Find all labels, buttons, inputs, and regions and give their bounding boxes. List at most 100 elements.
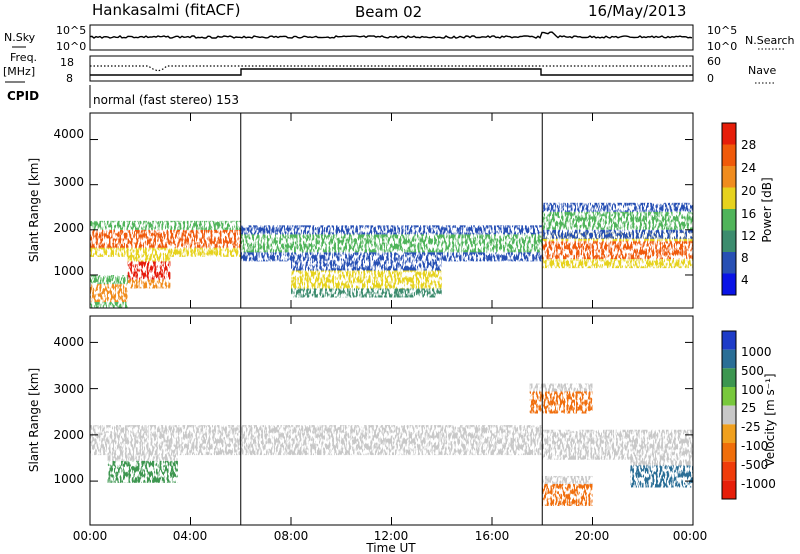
velocity-echo-band [107, 460, 178, 483]
velocity-echo-band [529, 391, 593, 414]
power-cbar-tick-28: 28 [741, 138, 756, 152]
power-echo-band [90, 284, 128, 303]
velocity-echo-fringe [542, 475, 593, 484]
power-echo-fringe [291, 261, 442, 271]
power-echo-band [90, 229, 241, 248]
xtick-24: 00:00 [673, 529, 708, 543]
velocity-echo-layer [90, 383, 693, 506]
beam-title: Beam 02 [355, 3, 422, 21]
velocity-ylabel: Slant Range [km] [27, 368, 41, 472]
power-echo-band [127, 261, 171, 280]
frequency-label: Freq. [10, 51, 37, 64]
velocity-echo-fringe [630, 457, 693, 466]
noise-scale-bottom-left: 10^0 [56, 40, 86, 53]
power-ytick-3000: 3000 [53, 175, 84, 189]
velocity-echo-band [542, 483, 593, 506]
frequency-trace [90, 68, 693, 76]
cpid-label: CPID [7, 89, 39, 103]
colorbar-cell [722, 144, 736, 166]
power-cbar-tick-12: 12 [741, 229, 756, 243]
colorbar-cell [722, 368, 736, 387]
velocity-cbar-label: Velocity [m s⁻¹] [763, 373, 777, 466]
xtick-04: 04:00 [173, 529, 208, 543]
power-echo-band [542, 211, 693, 230]
power-cbar-tick-8: 8 [741, 251, 749, 265]
noise-scale-top-right: 10^5 [707, 24, 737, 37]
noise-scale-top-left: 10^5 [56, 24, 86, 37]
colorbar-cell [722, 461, 736, 481]
time-axis-ticks [89, 113, 694, 525]
power-echo-fringe [127, 279, 171, 289]
power-echo-fringe [90, 275, 128, 285]
power-echo-fringe [542, 229, 693, 239]
colorbar-cell [722, 387, 736, 406]
power-echo-layer [90, 202, 693, 308]
cpid-text: normal (fast stereo) 153 [93, 93, 239, 107]
noise-scale-bottom-right: 10^0 [707, 40, 737, 53]
power-echo-fringe [90, 247, 241, 257]
frequency-unit-label: [MHz] [3, 65, 35, 78]
velocity-echo-band [90, 433, 543, 456]
power-ytick-1000: 1000 [53, 264, 84, 278]
power-echo-band [291, 270, 442, 289]
noise-search-label: N.Search [745, 34, 795, 47]
velocity-ytick-2000: 2000 [53, 428, 84, 442]
cpid-panel: CPID normal (fast stereo) 153 [7, 85, 239, 108]
colorbar-cell [722, 123, 736, 145]
velocity-y-ticks [90, 341, 693, 482]
velocity-cbar-tick-500: 500 [741, 364, 764, 378]
frequency-tick-18: 18 [60, 56, 74, 69]
power-colorbar [721, 122, 737, 296]
colorbar-cell [722, 187, 736, 209]
power-ylabel: Slant Range [km] [27, 158, 41, 262]
time-axis-label: Time UT [365, 541, 416, 554]
nave-label: Nave [748, 64, 776, 77]
noise-panel: N.Sky 10^5 10^0 10^5 10^0 N.Search [4, 24, 795, 53]
velocity-ytick-1000: 1000 [53, 472, 84, 486]
power-echo-fringe [127, 252, 171, 262]
velocity-cbar-tick-1000: 1000 [741, 345, 772, 359]
velocity-echo-fringe [90, 425, 543, 434]
velocity-echo-band [630, 465, 693, 488]
velocity-echo-fringe [107, 452, 178, 461]
frequency-panel: Freq. [MHz] 18 8 60 0 Nave [3, 51, 776, 85]
velocity-cbar-tick-neg100: -100 [741, 439, 768, 453]
colorbar-cell [722, 273, 736, 295]
colorbar-cell [722, 331, 736, 350]
power-echo-fringe [542, 202, 693, 212]
colorbar-cell [722, 166, 736, 188]
colorbar-cell [722, 480, 736, 499]
power-cbar-tick-20: 20 [741, 184, 756, 198]
velocity-panel-frame [89, 315, 694, 526]
velocity-echo-fringe [529, 383, 593, 392]
date-title: 16/May/2013 [588, 2, 686, 20]
power-cbar-tick-4: 4 [741, 273, 749, 287]
power-ytick-4000: 4000 [53, 127, 84, 141]
power-echo-band [240, 234, 543, 253]
colorbar-cell [722, 209, 736, 231]
velocity-echo-fringe [542, 429, 693, 438]
frequency-panel-frame [89, 55, 694, 82]
velocity-panel: 4000 3000 2000 1000 Slant Range [km] 100… [27, 315, 777, 526]
power-echo-band [542, 241, 693, 260]
velocity-cbar-tick-25: 25 [741, 401, 756, 415]
xtick-16: 16:00 [475, 529, 510, 543]
noise-panel-frame [89, 24, 694, 51]
power-echo-fringe [90, 302, 128, 308]
xtick-20: 20:00 [575, 529, 610, 543]
noise-sky-label: N.Sky [4, 31, 36, 44]
power-echo-fringe [542, 259, 693, 269]
velocity-cbar-tick-100: 100 [741, 383, 764, 397]
power-echo-fringe [291, 288, 442, 298]
colorbar-cell [722, 424, 736, 443]
nave-tick-0: 0 [707, 72, 714, 85]
xtick-12: 12:00 [374, 529, 409, 543]
colorbar-frame [721, 330, 737, 500]
power-cbar-tick-24: 24 [741, 161, 756, 175]
colorbar-frame [721, 122, 737, 296]
nave-tick-60: 60 [707, 55, 721, 68]
colorbar-cell [722, 252, 736, 274]
power-echo-fringe [90, 220, 241, 230]
power-panel: 4000 3000 2000 1000 Slant Range [km] 28 … [27, 112, 774, 309]
